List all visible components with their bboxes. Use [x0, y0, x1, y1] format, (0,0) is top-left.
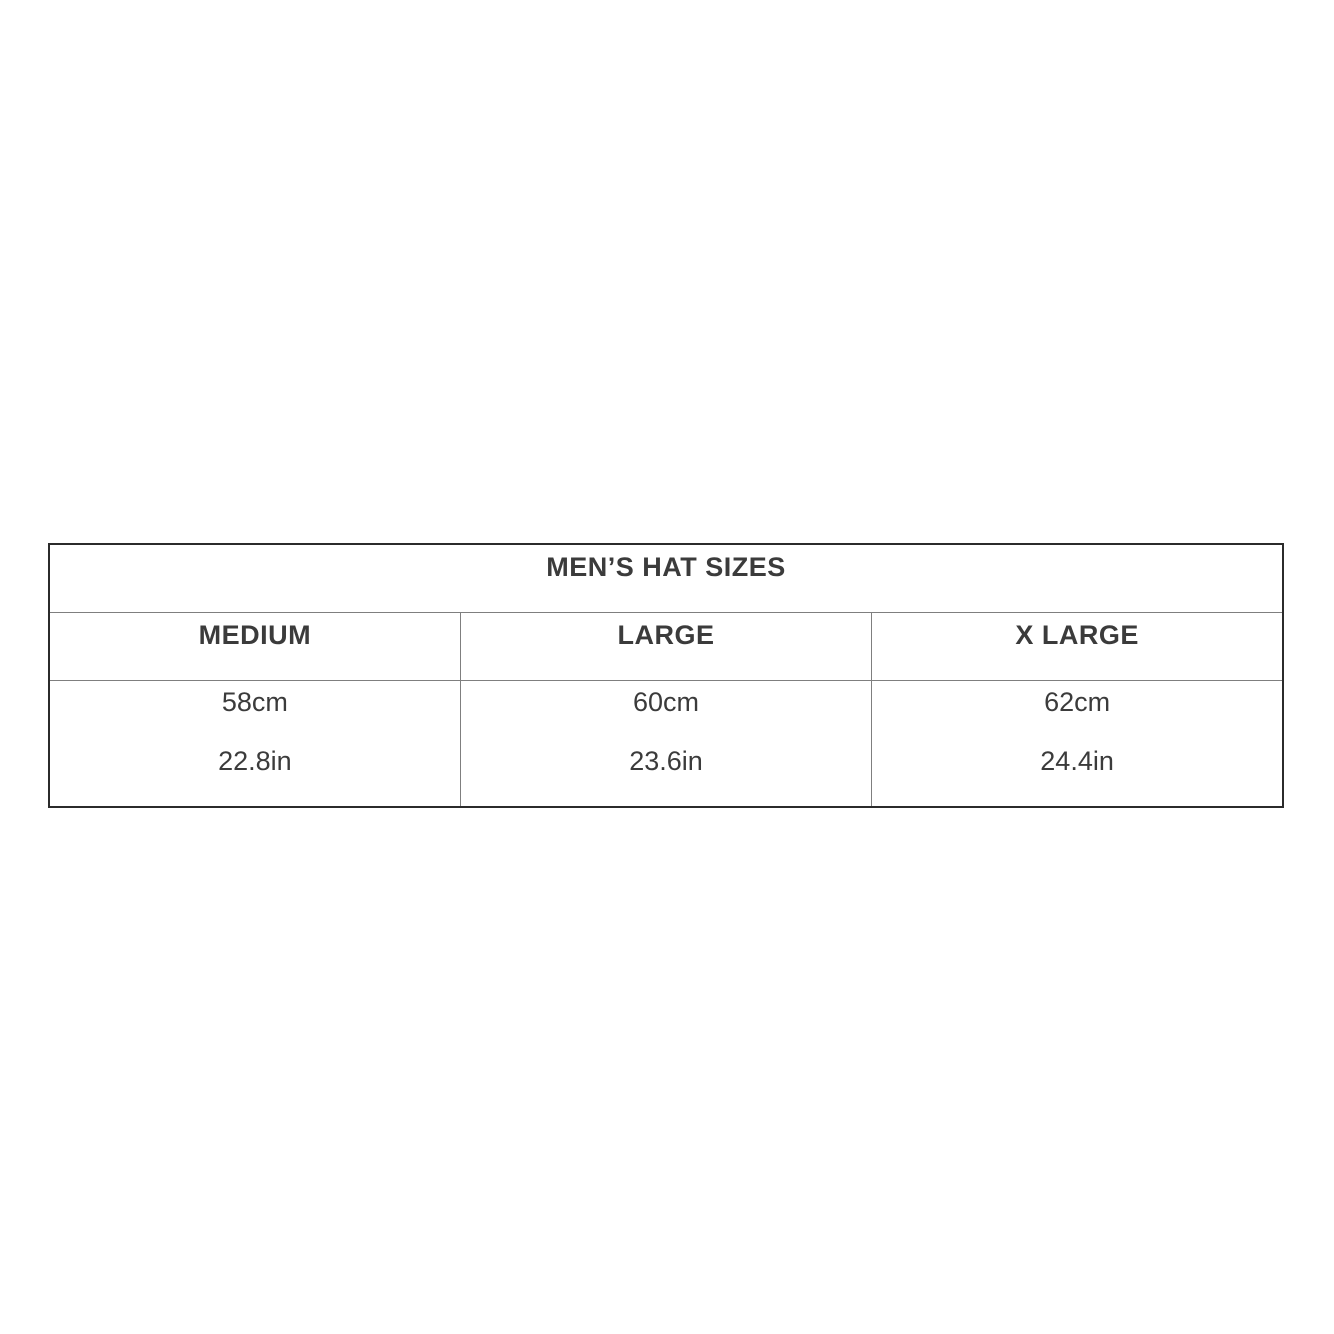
size-cm-value: 62cm — [1044, 687, 1111, 717]
size-in-value: 24.4in — [1040, 746, 1114, 776]
title-row: MEN’S HAT SIZES — [49, 544, 1283, 613]
chart-title: MEN’S HAT SIZES — [49, 544, 1283, 613]
size-in-value: 23.6in — [629, 746, 703, 776]
size-cell-medium: 58cm 22.8in — [48, 680, 461, 808]
size-in-value: 22.8in — [218, 746, 292, 776]
hat-size-chart-table: MEN’S HAT SIZES MEDIUM LARGE X LARGE 58c… — [48, 543, 1284, 808]
hat-size-chart-body: MEN’S HAT SIZES MEDIUM LARGE X LARGE 58c… — [48, 544, 1284, 808]
size-cm-value: 60cm — [632, 687, 699, 717]
column-header-medium: MEDIUM — [48, 612, 461, 681]
column-header-large: LARGE — [459, 612, 873, 681]
column-header-x-large: X LARGE — [871, 612, 1284, 681]
values-row: 58cm 22.8in 60cm 23.6in 62cm 24.4in — [48, 680, 1284, 808]
size-cm-value: 58cm — [221, 687, 288, 717]
header-row: MEDIUM LARGE X LARGE — [48, 612, 1284, 681]
size-cell-large: 60cm 23.6in — [459, 680, 873, 808]
size-cell-x-large: 62cm 24.4in — [871, 680, 1284, 808]
